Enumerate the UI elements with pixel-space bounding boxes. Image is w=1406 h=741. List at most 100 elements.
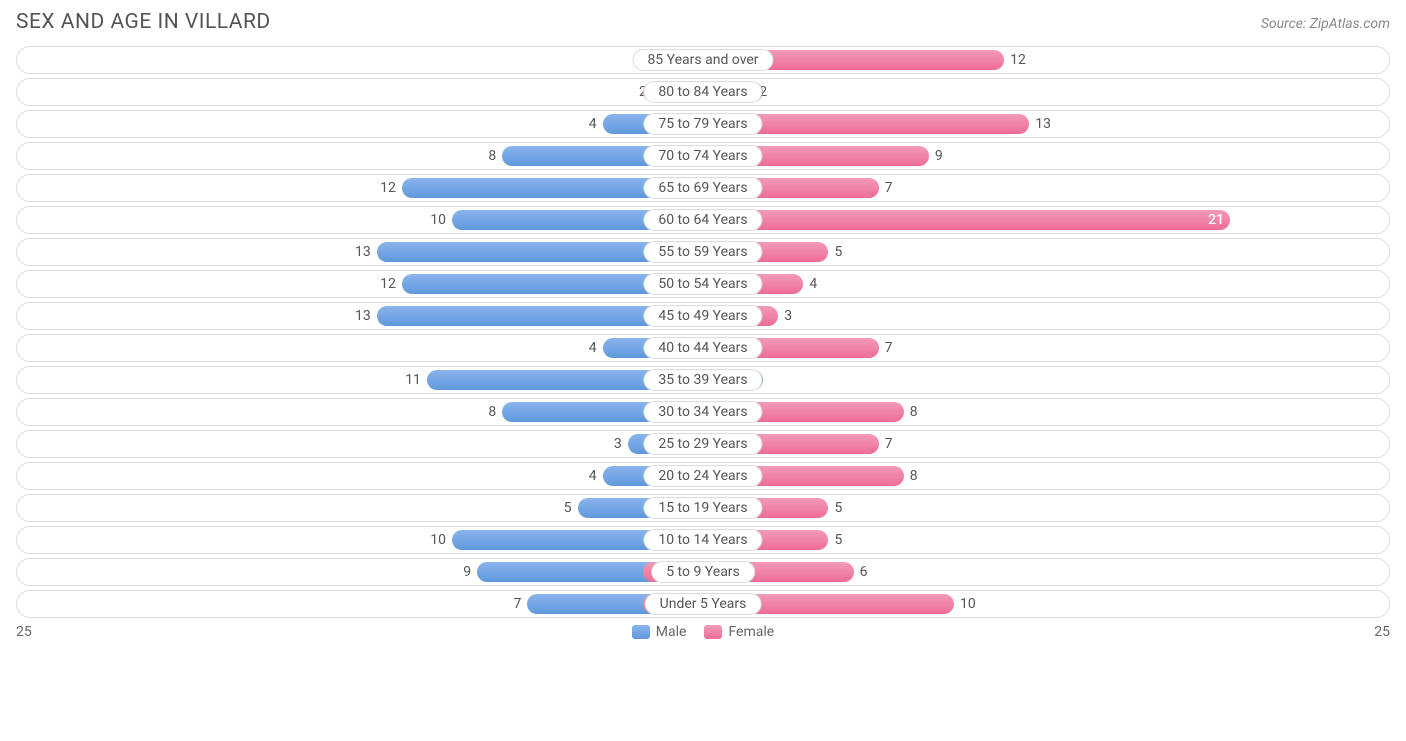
chart-row: 11135 to 39 Years bbox=[16, 366, 1390, 394]
female-half: 6 bbox=[703, 562, 1385, 582]
female-value: 9 bbox=[929, 148, 943, 164]
male-swatch-icon bbox=[632, 625, 650, 639]
female-value: 10 bbox=[954, 596, 976, 612]
female-half: 1 bbox=[703, 370, 1385, 390]
male-value: 8 bbox=[488, 148, 502, 164]
female-half: 8 bbox=[703, 466, 1385, 486]
male-value: 12 bbox=[380, 276, 402, 292]
female-value: 8 bbox=[904, 404, 918, 420]
chart-row: 8 9 70 to 74 Years bbox=[16, 142, 1390, 170]
chart-row: 13 5 55 to 59 Years bbox=[16, 238, 1390, 266]
male-value: 5 bbox=[564, 500, 578, 516]
female-value: 8 bbox=[904, 468, 918, 484]
chart-row: 12 7 65 to 69 Years bbox=[16, 174, 1390, 202]
male-value: 13 bbox=[355, 308, 377, 324]
age-group-label: 30 to 34 Years bbox=[643, 401, 762, 423]
male-half: 8 bbox=[21, 146, 703, 166]
male-value: 10 bbox=[430, 212, 452, 228]
chart-footer: 25 Male Female 25 bbox=[16, 624, 1390, 640]
male-half: 5 bbox=[21, 498, 703, 518]
female-half: 7 bbox=[703, 178, 1385, 198]
age-group-label: 75 to 79 Years bbox=[643, 113, 762, 135]
chart-row: 10510 to 14 Years bbox=[16, 526, 1390, 554]
age-group-label: 50 to 54 Years bbox=[643, 273, 762, 295]
male-half: 12 bbox=[21, 274, 703, 294]
legend-item-male: Male bbox=[632, 624, 687, 640]
chart-row: 8 8 30 to 34 Years bbox=[16, 398, 1390, 426]
male-half: 3 bbox=[21, 434, 703, 454]
age-group-label: 65 to 69 Years bbox=[643, 177, 762, 199]
male-value: 10 bbox=[430, 532, 452, 548]
female-half: 12 bbox=[703, 50, 1385, 70]
male-value: 9 bbox=[463, 564, 477, 580]
female-half: 5 bbox=[703, 498, 1385, 518]
female-value: 7 bbox=[879, 340, 893, 356]
female-value: 5 bbox=[828, 532, 842, 548]
chart-source: Source: ZipAtlas.com bbox=[1261, 16, 1390, 32]
female-value: 5 bbox=[828, 500, 842, 516]
female-half: 7 bbox=[703, 338, 1385, 358]
female-value: 5 bbox=[828, 244, 842, 260]
female-value: 3 bbox=[778, 308, 792, 324]
male-value: 3 bbox=[614, 436, 628, 452]
male-half: 8 bbox=[21, 402, 703, 422]
male-half: 9 bbox=[21, 562, 703, 582]
age-group-label: 20 to 24 Years bbox=[643, 465, 762, 487]
male-half: 11 bbox=[21, 370, 703, 390]
female-value: 6 bbox=[854, 564, 868, 580]
female-half: 2 bbox=[703, 82, 1385, 102]
male-value: 4 bbox=[589, 468, 603, 484]
male-half: 10 bbox=[21, 530, 703, 550]
chart-row: 5 5 15 to 19 Years bbox=[16, 494, 1390, 522]
male-value: 7 bbox=[513, 596, 527, 612]
age-group-label: 60 to 64 Years bbox=[643, 209, 762, 231]
age-group-label: 70 to 74 Years bbox=[643, 145, 762, 167]
age-group-label: 55 to 59 Years bbox=[643, 241, 762, 263]
male-half: 2 bbox=[21, 82, 703, 102]
female-value: 7 bbox=[879, 180, 893, 196]
female-half: 21 bbox=[703, 210, 1385, 230]
chart-row: 2280 to 84 Years bbox=[16, 78, 1390, 106]
female-half: 5 bbox=[703, 530, 1385, 550]
age-group-label: 35 to 39 Years bbox=[643, 369, 762, 391]
age-group-label: 25 to 29 Years bbox=[643, 433, 762, 455]
male-value: 4 bbox=[589, 116, 603, 132]
chart-row: 01285 Years and over bbox=[16, 46, 1390, 74]
female-value: 12 bbox=[1004, 52, 1026, 68]
age-group-label: Under 5 Years bbox=[645, 593, 762, 615]
female-half: 13 bbox=[703, 114, 1385, 134]
male-half: 13 bbox=[21, 306, 703, 326]
chart-row: 4 8 20 to 24 Years bbox=[16, 462, 1390, 490]
female-value: 21 bbox=[1208, 212, 1224, 228]
chart-row: 9 6 5 to 9 Years bbox=[16, 558, 1390, 586]
age-group-label: 40 to 44 Years bbox=[643, 337, 762, 359]
population-pyramid-chart: 01285 Years and over2280 to 84 Years4137… bbox=[16, 46, 1390, 618]
male-half: 7 bbox=[21, 594, 703, 614]
chart-legend: Male Female bbox=[632, 624, 774, 640]
age-group-label: 5 to 9 Years bbox=[651, 561, 755, 583]
male-half: 13 bbox=[21, 242, 703, 262]
female-half: 8 bbox=[703, 402, 1385, 422]
female-value: 7 bbox=[879, 436, 893, 452]
female-half: 4 bbox=[703, 274, 1385, 294]
chart-header: SEX AND AGE IN VILLARD Source: ZipAtlas.… bbox=[16, 10, 1390, 34]
age-group-label: 15 to 19 Years bbox=[643, 497, 762, 519]
female-half: 3 bbox=[703, 306, 1385, 326]
male-half: 10 bbox=[21, 210, 703, 230]
female-half: 7 bbox=[703, 434, 1385, 454]
age-group-label: 45 to 49 Years bbox=[643, 305, 762, 327]
legend-female-label: Female bbox=[728, 624, 774, 640]
legend-male-label: Male bbox=[656, 624, 687, 640]
male-half: 12 bbox=[21, 178, 703, 198]
male-value: 8 bbox=[488, 404, 502, 420]
age-group-label: 85 Years and over bbox=[632, 49, 773, 71]
chart-row: 12 450 to 54 Years bbox=[16, 270, 1390, 298]
male-value: 12 bbox=[380, 180, 402, 196]
female-half: 9 bbox=[703, 146, 1385, 166]
chart-row: 7 10 Under 5 Years bbox=[16, 590, 1390, 618]
axis-max-right: 25 bbox=[1350, 624, 1390, 640]
male-half: 4 bbox=[21, 338, 703, 358]
chart-row: 10 21 60 to 64 Years bbox=[16, 206, 1390, 234]
age-group-label: 80 to 84 Years bbox=[643, 81, 762, 103]
chart-row: 4 1375 to 79 Years bbox=[16, 110, 1390, 138]
